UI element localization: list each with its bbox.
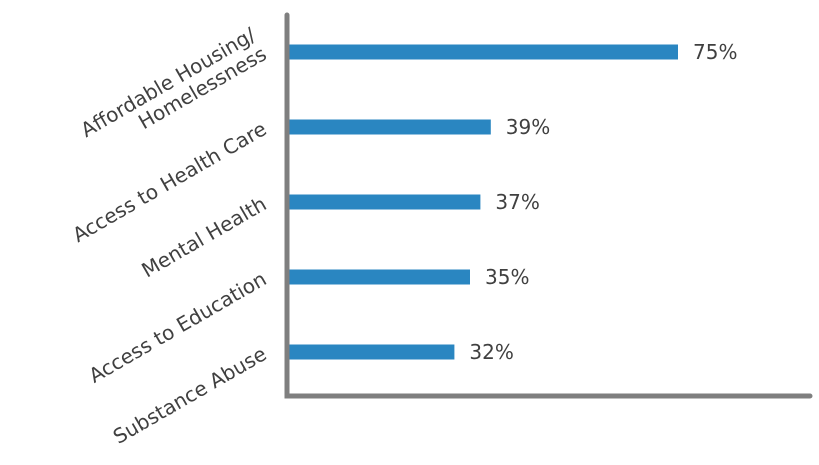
chart-axes [284,12,813,399]
category-label-2: Mental Health [137,192,270,283]
bar-2 [288,194,481,210]
value-label-2: 37% [495,190,539,214]
value-label-3: 35% [485,265,529,289]
bar-4 [288,344,455,360]
value-label-1: 39% [506,115,550,139]
value-label-4: 32% [469,340,513,364]
bar-3 [288,269,470,285]
bar-0 [288,44,678,60]
bar-1 [288,119,491,135]
bars-group [288,44,678,360]
value-labels-group: 75% 39% 37% 35% 32% [469,40,737,364]
value-label-0: 75% [693,40,737,64]
